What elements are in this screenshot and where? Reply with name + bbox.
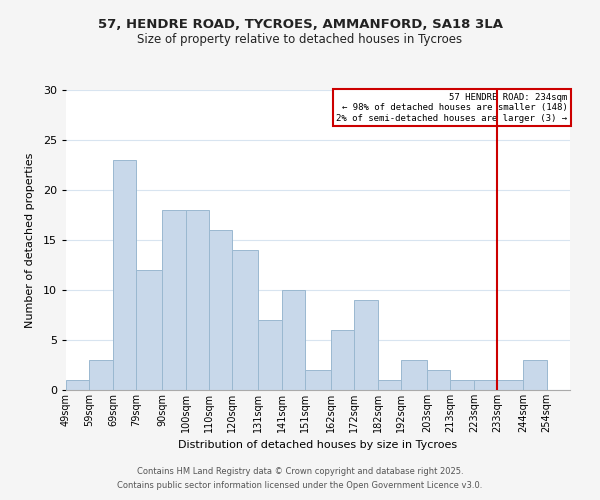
Bar <box>209 230 232 390</box>
Bar <box>401 360 427 390</box>
Text: 57, HENDRE ROAD, TYCROES, AMMANFORD, SA18 3LA: 57, HENDRE ROAD, TYCROES, AMMANFORD, SA1… <box>97 18 503 30</box>
Bar <box>451 380 474 390</box>
Text: Contains public sector information licensed under the Open Government Licence v3: Contains public sector information licen… <box>118 481 482 490</box>
Bar <box>258 320 281 390</box>
Bar <box>89 360 113 390</box>
Bar <box>185 210 209 390</box>
Text: Contains HM Land Registry data © Crown copyright and database right 2025.: Contains HM Land Registry data © Crown c… <box>137 468 463 476</box>
Bar <box>162 210 185 390</box>
Bar <box>497 380 523 390</box>
Y-axis label: Number of detached properties: Number of detached properties <box>25 152 35 328</box>
X-axis label: Distribution of detached houses by size in Tycroes: Distribution of detached houses by size … <box>178 440 458 450</box>
Text: Size of property relative to detached houses in Tycroes: Size of property relative to detached ho… <box>137 32 463 46</box>
Bar <box>474 380 497 390</box>
Bar <box>113 160 136 390</box>
Bar <box>331 330 355 390</box>
Bar <box>232 250 258 390</box>
Bar <box>136 270 162 390</box>
Bar <box>305 370 331 390</box>
Bar <box>427 370 451 390</box>
Bar <box>378 380 401 390</box>
Bar <box>281 290 305 390</box>
Bar <box>523 360 547 390</box>
Bar <box>66 380 89 390</box>
Bar <box>355 300 378 390</box>
Text: 57 HENDRE ROAD: 234sqm
← 98% of detached houses are smaller (148)
2% of semi-det: 57 HENDRE ROAD: 234sqm ← 98% of detached… <box>337 93 568 123</box>
